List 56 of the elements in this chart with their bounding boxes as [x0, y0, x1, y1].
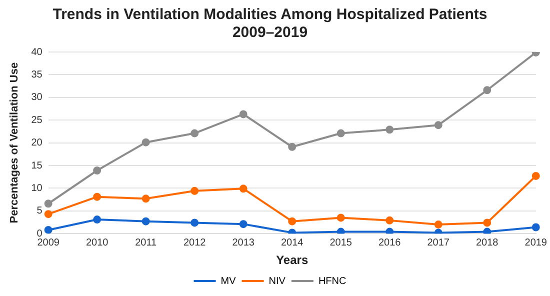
point	[190, 129, 199, 138]
y-tick-label: 20	[31, 138, 43, 149]
x-tick-label: 2015	[330, 237, 352, 248]
point	[190, 186, 199, 195]
point	[44, 226, 52, 234]
x-tick-label: 2010	[86, 237, 109, 248]
point	[142, 194, 150, 203]
point	[288, 217, 296, 226]
point	[483, 218, 492, 227]
point	[239, 184, 248, 193]
x-tick-label: 2019	[524, 237, 548, 248]
legend-label: NIV	[268, 276, 286, 287]
point	[434, 121, 442, 130]
point	[386, 216, 394, 224]
x-tick-label: 2012	[183, 237, 206, 248]
point	[44, 200, 52, 208]
x-tick-label: 2009	[37, 237, 60, 248]
x-tick-label: 2011	[135, 237, 158, 248]
point	[93, 166, 102, 174]
y-tick-label: 30	[31, 92, 43, 104]
point	[239, 110, 248, 118]
legend-label: MV	[220, 276, 236, 287]
x-tick-label: 2018	[476, 237, 499, 248]
point	[239, 220, 248, 228]
point	[336, 129, 345, 138]
y-tick-label: 15	[31, 160, 43, 172]
point	[336, 228, 345, 234]
x-tick-label: 2017	[427, 237, 450, 248]
x-tick-label: 2013	[232, 237, 255, 248]
x-tick-label: 2016	[378, 237, 402, 248]
y-tick-label: 5	[36, 206, 43, 217]
point	[532, 223, 540, 232]
y-tick-label: 35	[31, 69, 43, 80]
point	[336, 214, 345, 222]
y-tick-label: 10	[31, 182, 43, 194]
point	[93, 192, 102, 201]
point	[93, 216, 102, 224]
point	[434, 220, 442, 229]
point	[386, 126, 394, 134]
point	[483, 86, 492, 94]
y-axis-title: Percentages of Ventilation Use	[8, 62, 21, 224]
point	[190, 218, 199, 227]
chart-title: Trends in Ventilation Modalities Among Hospitalized Patients 2009–2019	[52, 6, 488, 42]
point	[142, 138, 150, 146]
y-tick-label: 0	[36, 228, 43, 240]
legend-label: HFNC	[318, 276, 346, 287]
point	[386, 228, 394, 234]
point	[532, 172, 540, 180]
point	[288, 142, 296, 151]
point	[142, 217, 150, 226]
point	[483, 228, 492, 234]
y-tick-label: 40	[31, 46, 43, 58]
x-tick-label: 2014	[280, 237, 304, 248]
y-tick-label: 25	[31, 114, 43, 126]
point	[44, 210, 52, 218]
x-axis-title: Years	[276, 253, 308, 268]
